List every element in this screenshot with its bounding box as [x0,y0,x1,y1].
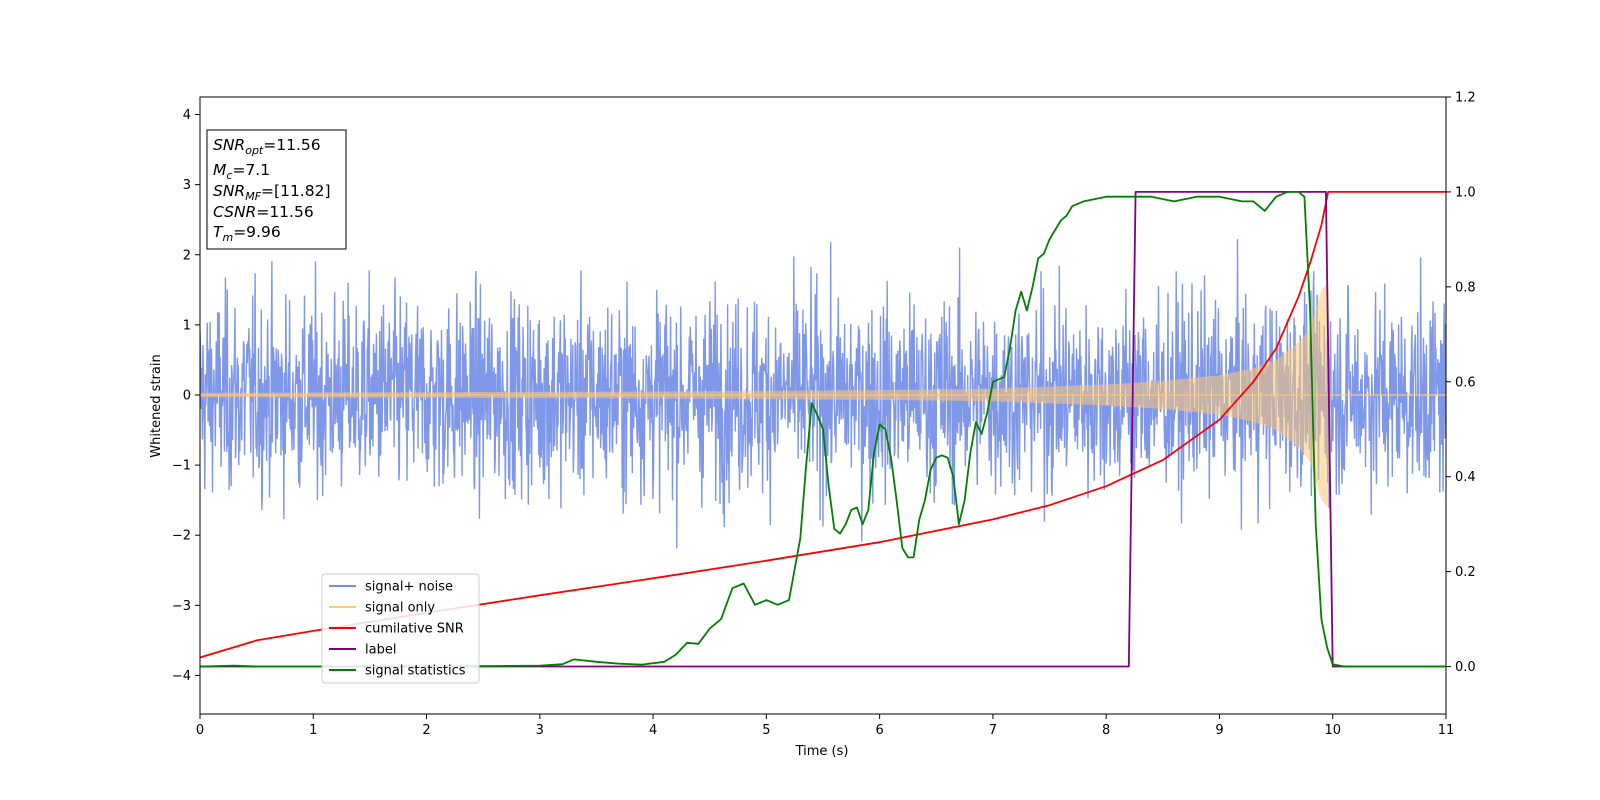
annotation-symbol: M [213,161,226,179]
annotation-value: =[11.82] [261,182,330,200]
x-tick-label: 8 [1102,723,1110,738]
annotation-value: =7.1 [232,161,270,179]
legend-item: signal+ noise [329,580,453,595]
x-axis: 0 1 2 3 4 5 6 7 8 9 10 11 [196,714,1454,738]
plot-frame [199,96,1447,715]
x-tick-label: 7 [989,723,997,738]
legend-label: signal only [365,601,435,616]
x-axis-label: Time (s) [795,744,849,759]
y-tick-label: 2 [183,248,191,263]
annotation-lines: SNRopt=11.56Mc=7.1SNRMF=[11.82]CSNR=11.5… [213,136,331,244]
annotation-value: =9.96 [233,223,281,241]
annotation-frame [206,129,347,250]
annotation-subscript: opt [245,144,264,157]
y-tick-label: −1 [172,459,191,474]
legend-items: signal+ noise signal only cumilative SNR la… [329,580,466,679]
legend-item: signal statistics [329,664,466,679]
annotation-subscript: c [226,169,232,182]
annotation-value: =11.56 [263,136,320,154]
legend-label: label [365,643,396,658]
annotation-line: SNRopt=11.56 [213,136,321,157]
x-tick-label: 5 [762,723,770,738]
annotation-value: =11.56 [256,203,313,221]
annotation-symbol: SNR [213,182,245,200]
y-axis-left: 4 3 2 1 0 −1 −2 −3 −4 [172,108,200,684]
annotation-subscript: MF [245,190,261,203]
x-tick-label: 4 [649,723,657,738]
annotation-box: SNRopt=11.56Mc=7.1SNRMF=[11.82]CSNR=11.5… [206,129,347,250]
legend-item: cumilative SNR [329,622,464,637]
legend-label: signal statistics [365,664,466,679]
legend-label: cumilative SNR [365,622,464,637]
legend: signal+ noise signal only cumilative SNR la… [321,573,480,684]
x-tick-label: 3 [536,723,544,738]
y2-tick-label: 0.2 [1455,565,1476,580]
legend-item: label [329,643,396,658]
x-tick-label: 11 [1438,723,1455,738]
y2-tick-label: 0.8 [1455,280,1476,295]
y-tick-label: 0 [183,388,191,403]
y-tick-label: −2 [172,529,191,544]
signal-only-series [200,282,1446,508]
x-tick-label: 9 [1215,723,1223,738]
x-tick-label: 6 [875,723,883,738]
y-tick-label: 1 [183,318,191,333]
annotation-line: CSNR=11.56 [213,203,314,221]
legend-frame [321,573,480,684]
annotation-line: Tm=9.96 [213,223,281,244]
y-axis-label: Whitened strain [149,354,164,457]
legend-item: signal only [329,601,435,616]
x-tick-label: 10 [1324,723,1341,738]
y2-tick-label: 0.4 [1455,470,1476,485]
y-tick-label: −4 [172,669,191,684]
x-tick-label: 2 [422,723,430,738]
annotation-symbol: SNR [213,136,245,154]
signal-statistics-line [200,190,1446,668]
y-axis-right: 1.2 1.0 0.8 0.6 0.4 0.2 0.0 [1446,91,1476,675]
annotation-line: Mc=7.1 [213,161,270,182]
y-tick-label: −3 [172,599,191,614]
legend-label: signal+ noise [365,580,453,595]
y2-tick-label: 1.0 [1455,185,1476,200]
annotation-symbol: T [213,223,224,241]
x-tick-label: 1 [309,723,317,738]
y2-tick-label: 0.6 [1455,375,1476,390]
y2-tick-label: 1.2 [1455,91,1476,106]
annotation-subscript: m [222,231,233,244]
annotation-line: SNRMF=[11.82] [213,182,331,203]
annotation-symbol: CSNR [213,203,256,221]
y-tick-label: 3 [183,178,191,193]
y2-tick-label: 0.0 [1455,660,1476,675]
y-tick-label: 4 [183,108,191,123]
x-tick-label: 0 [196,723,204,738]
